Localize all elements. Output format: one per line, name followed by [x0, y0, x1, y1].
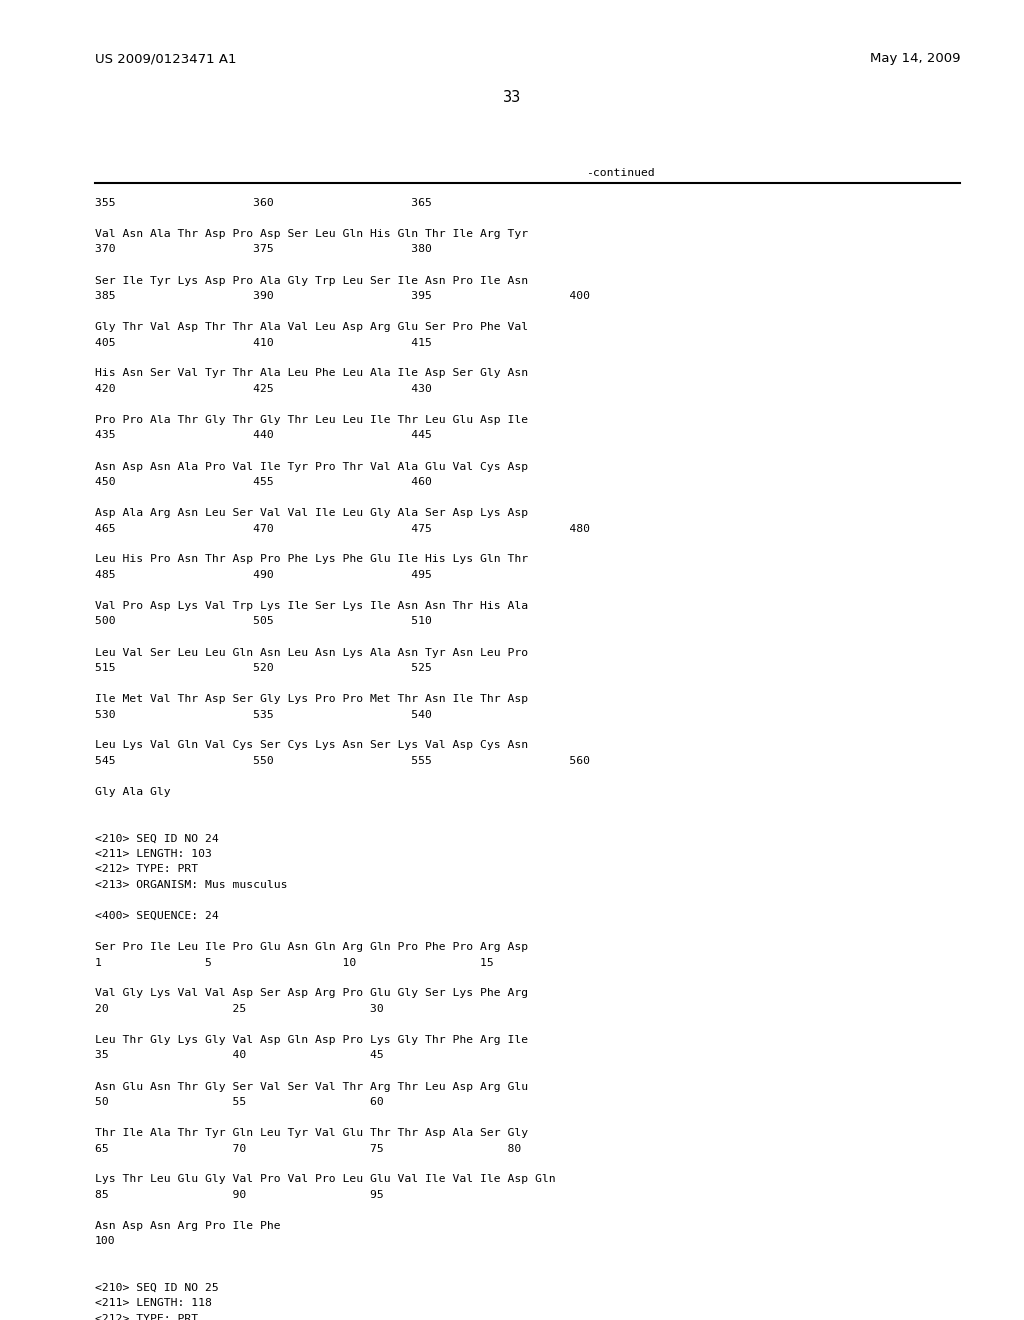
Text: Gly Thr Val Asp Thr Thr Ala Val Leu Asp Arg Glu Ser Pro Phe Val: Gly Thr Val Asp Thr Thr Ala Val Leu Asp … — [95, 322, 528, 333]
Text: 355                    360                    365: 355 360 365 — [95, 198, 432, 209]
Text: 515                    520                    525: 515 520 525 — [95, 663, 432, 673]
Text: 500                    505                    510: 500 505 510 — [95, 616, 432, 627]
Text: Ser Pro Ile Leu Ile Pro Glu Asn Gln Arg Gln Pro Phe Pro Arg Asp: Ser Pro Ile Leu Ile Pro Glu Asn Gln Arg … — [95, 942, 528, 952]
Text: Asp Ala Arg Asn Leu Ser Val Val Ile Leu Gly Ala Ser Asp Lys Asp: Asp Ala Arg Asn Leu Ser Val Val Ile Leu … — [95, 508, 528, 517]
Text: His Asn Ser Val Tyr Thr Ala Leu Phe Leu Ala Ile Asp Ser Gly Asn: His Asn Ser Val Tyr Thr Ala Leu Phe Leu … — [95, 368, 528, 379]
Text: <210> SEQ ID NO 24: <210> SEQ ID NO 24 — [95, 833, 219, 843]
Text: 35                  40                  45: 35 40 45 — [95, 1051, 384, 1060]
Text: <212> TYPE: PRT: <212> TYPE: PRT — [95, 1313, 198, 1320]
Text: 1               5                   10                  15: 1 5 10 15 — [95, 957, 494, 968]
Text: 450                    455                    460: 450 455 460 — [95, 477, 432, 487]
Text: <210> SEQ ID NO 25: <210> SEQ ID NO 25 — [95, 1283, 219, 1294]
Text: 435                    440                    445: 435 440 445 — [95, 430, 432, 441]
Text: Val Asn Ala Thr Asp Pro Asp Ser Leu Gln His Gln Thr Ile Arg Tyr: Val Asn Ala Thr Asp Pro Asp Ser Leu Gln … — [95, 228, 528, 239]
Text: <212> TYPE: PRT: <212> TYPE: PRT — [95, 865, 198, 874]
Text: Ser Ile Tyr Lys Asp Pro Ala Gly Trp Leu Ser Ile Asn Pro Ile Asn: Ser Ile Tyr Lys Asp Pro Ala Gly Trp Leu … — [95, 276, 528, 285]
Text: Leu Val Ser Leu Leu Gln Asn Leu Asn Lys Ala Asn Tyr Asn Leu Pro: Leu Val Ser Leu Leu Gln Asn Leu Asn Lys … — [95, 648, 528, 657]
Text: 405                    410                    415: 405 410 415 — [95, 338, 432, 347]
Text: 420                    425                    430: 420 425 430 — [95, 384, 432, 393]
Text: Leu His Pro Asn Thr Asp Pro Phe Lys Phe Glu Ile His Lys Gln Thr: Leu His Pro Asn Thr Asp Pro Phe Lys Phe … — [95, 554, 528, 565]
Text: Pro Pro Ala Thr Gly Thr Gly Thr Leu Leu Ile Thr Leu Glu Asp Ile: Pro Pro Ala Thr Gly Thr Gly Thr Leu Leu … — [95, 414, 528, 425]
Text: 20                  25                  30: 20 25 30 — [95, 1005, 384, 1014]
Text: 65                  70                  75                  80: 65 70 75 80 — [95, 1143, 521, 1154]
Text: -continued: -continued — [586, 168, 654, 178]
Text: Lys Thr Leu Glu Gly Val Pro Val Pro Leu Glu Val Ile Val Ile Asp Gln: Lys Thr Leu Glu Gly Val Pro Val Pro Leu … — [95, 1175, 556, 1184]
Text: Asn Glu Asn Thr Gly Ser Val Ser Val Thr Arg Thr Leu Asp Arg Glu: Asn Glu Asn Thr Gly Ser Val Ser Val Thr … — [95, 1081, 528, 1092]
Text: Gly Ala Gly: Gly Ala Gly — [95, 787, 171, 797]
Text: Val Gly Lys Val Val Asp Ser Asp Arg Pro Glu Gly Ser Lys Phe Arg: Val Gly Lys Val Val Asp Ser Asp Arg Pro … — [95, 989, 528, 998]
Text: 50                  55                  60: 50 55 60 — [95, 1097, 384, 1107]
Text: US 2009/0123471 A1: US 2009/0123471 A1 — [95, 51, 237, 65]
Text: 370                    375                    380: 370 375 380 — [95, 244, 432, 255]
Text: 485                    490                    495: 485 490 495 — [95, 570, 432, 579]
Text: <211> LENGTH: 118: <211> LENGTH: 118 — [95, 1299, 212, 1308]
Text: 530                    535                    540: 530 535 540 — [95, 710, 432, 719]
Text: Thr Ile Ala Thr Tyr Gln Leu Tyr Val Glu Thr Thr Asp Ala Ser Gly: Thr Ile Ala Thr Tyr Gln Leu Tyr Val Glu … — [95, 1129, 528, 1138]
Text: 85                  90                  95: 85 90 95 — [95, 1191, 384, 1200]
Text: <400> SEQUENCE: 24: <400> SEQUENCE: 24 — [95, 911, 219, 921]
Text: 33: 33 — [503, 90, 521, 106]
Text: <213> ORGANISM: Mus musculus: <213> ORGANISM: Mus musculus — [95, 880, 288, 890]
Text: Leu Thr Gly Lys Gly Val Asp Gln Asp Pro Lys Gly Thr Phe Arg Ile: Leu Thr Gly Lys Gly Val Asp Gln Asp Pro … — [95, 1035, 528, 1045]
Text: May 14, 2009: May 14, 2009 — [869, 51, 961, 65]
Text: Asn Asp Asn Ala Pro Val Ile Tyr Pro Thr Val Ala Glu Val Cys Asp: Asn Asp Asn Ala Pro Val Ile Tyr Pro Thr … — [95, 462, 528, 471]
Text: Asn Asp Asn Arg Pro Ile Phe: Asn Asp Asn Arg Pro Ile Phe — [95, 1221, 281, 1232]
Text: 100: 100 — [95, 1237, 116, 1246]
Text: 545                    550                    555                    560: 545 550 555 560 — [95, 756, 590, 766]
Text: 385                    390                    395                    400: 385 390 395 400 — [95, 290, 590, 301]
Text: <211> LENGTH: 103: <211> LENGTH: 103 — [95, 849, 212, 859]
Text: 465                    470                    475                    480: 465 470 475 480 — [95, 524, 590, 533]
Text: Val Pro Asp Lys Val Trp Lys Ile Ser Lys Ile Asn Asn Thr His Ala: Val Pro Asp Lys Val Trp Lys Ile Ser Lys … — [95, 601, 528, 611]
Text: Leu Lys Val Gln Val Cys Ser Cys Lys Asn Ser Lys Val Asp Cys Asn: Leu Lys Val Gln Val Cys Ser Cys Lys Asn … — [95, 741, 528, 751]
Text: Ile Met Val Thr Asp Ser Gly Lys Pro Pro Met Thr Asn Ile Thr Asp: Ile Met Val Thr Asp Ser Gly Lys Pro Pro … — [95, 694, 528, 704]
